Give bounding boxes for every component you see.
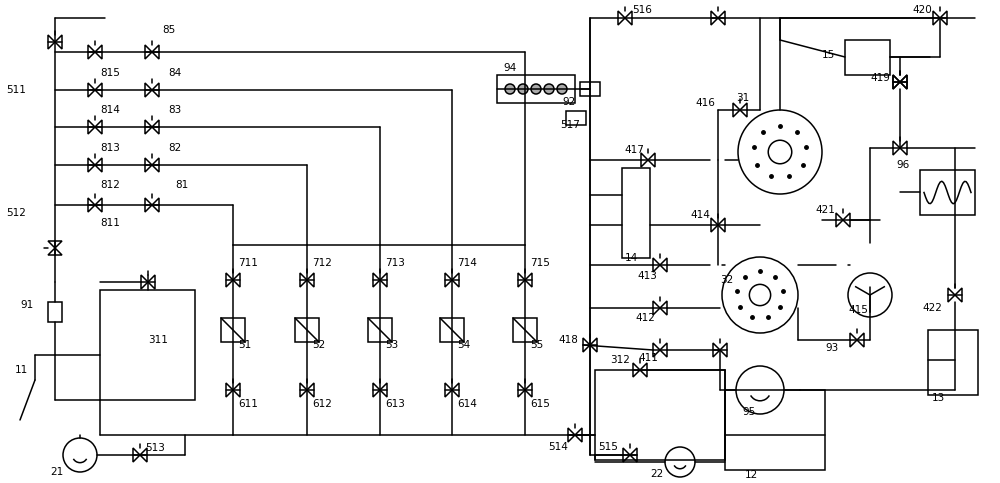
Text: 14: 14 bbox=[625, 253, 638, 263]
Text: 93: 93 bbox=[825, 343, 838, 353]
Text: 512: 512 bbox=[6, 208, 26, 218]
Text: 21: 21 bbox=[50, 467, 63, 477]
Text: 814: 814 bbox=[100, 105, 120, 115]
Text: 82: 82 bbox=[168, 143, 181, 153]
Text: 92: 92 bbox=[562, 97, 575, 107]
Text: 95: 95 bbox=[742, 407, 755, 417]
Text: 515: 515 bbox=[598, 442, 618, 452]
Text: 53: 53 bbox=[385, 340, 398, 350]
Text: 511: 511 bbox=[6, 85, 26, 95]
Bar bbox=[100, 290, 195, 400]
Text: 81: 81 bbox=[175, 180, 188, 190]
Bar bbox=[725, 390, 825, 470]
Text: 413: 413 bbox=[637, 271, 657, 281]
Bar bbox=[221, 318, 245, 342]
Text: 513: 513 bbox=[145, 443, 165, 453]
Bar bbox=[295, 318, 319, 342]
Text: 83: 83 bbox=[168, 105, 181, 115]
Text: 55: 55 bbox=[530, 340, 543, 350]
Text: 711: 711 bbox=[238, 258, 258, 268]
Text: 85: 85 bbox=[162, 25, 175, 35]
Text: 12: 12 bbox=[745, 470, 758, 480]
Circle shape bbox=[544, 84, 554, 94]
Text: 51: 51 bbox=[238, 340, 251, 350]
Text: 420: 420 bbox=[912, 5, 932, 15]
Text: 812: 812 bbox=[100, 180, 120, 190]
Text: 11: 11 bbox=[15, 365, 28, 375]
Text: 416: 416 bbox=[695, 98, 715, 108]
Text: 514: 514 bbox=[548, 442, 568, 452]
Text: 412: 412 bbox=[635, 313, 655, 323]
Circle shape bbox=[557, 84, 567, 94]
Text: 84: 84 bbox=[168, 68, 181, 78]
Text: 415: 415 bbox=[848, 305, 868, 315]
Bar bbox=[595, 370, 725, 460]
Bar bbox=[580, 82, 600, 96]
Text: 516: 516 bbox=[632, 5, 652, 15]
Text: 417: 417 bbox=[624, 145, 644, 155]
Text: 418: 418 bbox=[558, 335, 578, 345]
Text: 31: 31 bbox=[736, 93, 749, 103]
Text: 714: 714 bbox=[457, 258, 477, 268]
Text: 52: 52 bbox=[312, 340, 325, 350]
Bar bbox=[566, 111, 586, 125]
Text: 422: 422 bbox=[922, 303, 942, 313]
Circle shape bbox=[505, 84, 515, 94]
Text: 54: 54 bbox=[457, 340, 470, 350]
Bar bbox=[368, 318, 392, 342]
Bar bbox=[622, 168, 650, 258]
Text: 411: 411 bbox=[638, 353, 658, 363]
Text: 613: 613 bbox=[385, 399, 405, 409]
Bar bbox=[920, 170, 975, 215]
Text: 421: 421 bbox=[815, 205, 835, 215]
Text: 713: 713 bbox=[385, 258, 405, 268]
Text: 32: 32 bbox=[720, 275, 733, 285]
Text: 94: 94 bbox=[503, 63, 516, 73]
Text: 311: 311 bbox=[148, 335, 168, 345]
Circle shape bbox=[518, 84, 528, 94]
Text: 815: 815 bbox=[100, 68, 120, 78]
Text: 419: 419 bbox=[870, 73, 890, 83]
Text: 611: 611 bbox=[238, 399, 258, 409]
Text: 414: 414 bbox=[690, 210, 710, 220]
Text: 712: 712 bbox=[312, 258, 332, 268]
Text: 715: 715 bbox=[530, 258, 550, 268]
Text: 312: 312 bbox=[610, 355, 630, 365]
Text: 612: 612 bbox=[312, 399, 332, 409]
Bar bbox=[513, 318, 537, 342]
Text: 15: 15 bbox=[822, 50, 835, 60]
Text: 811: 811 bbox=[100, 218, 120, 228]
Bar bbox=[440, 318, 464, 342]
Text: 517: 517 bbox=[560, 120, 580, 130]
Bar bbox=[48, 302, 62, 322]
Bar bbox=[497, 75, 575, 103]
Text: 615: 615 bbox=[530, 399, 550, 409]
Text: 813: 813 bbox=[100, 143, 120, 153]
Bar bbox=[928, 330, 978, 395]
Circle shape bbox=[531, 84, 541, 94]
Text: 91: 91 bbox=[20, 300, 33, 310]
Text: 614: 614 bbox=[457, 399, 477, 409]
Text: 96: 96 bbox=[896, 160, 909, 170]
Text: 22: 22 bbox=[650, 469, 663, 479]
Bar bbox=[845, 40, 890, 75]
Text: 13: 13 bbox=[932, 393, 945, 403]
